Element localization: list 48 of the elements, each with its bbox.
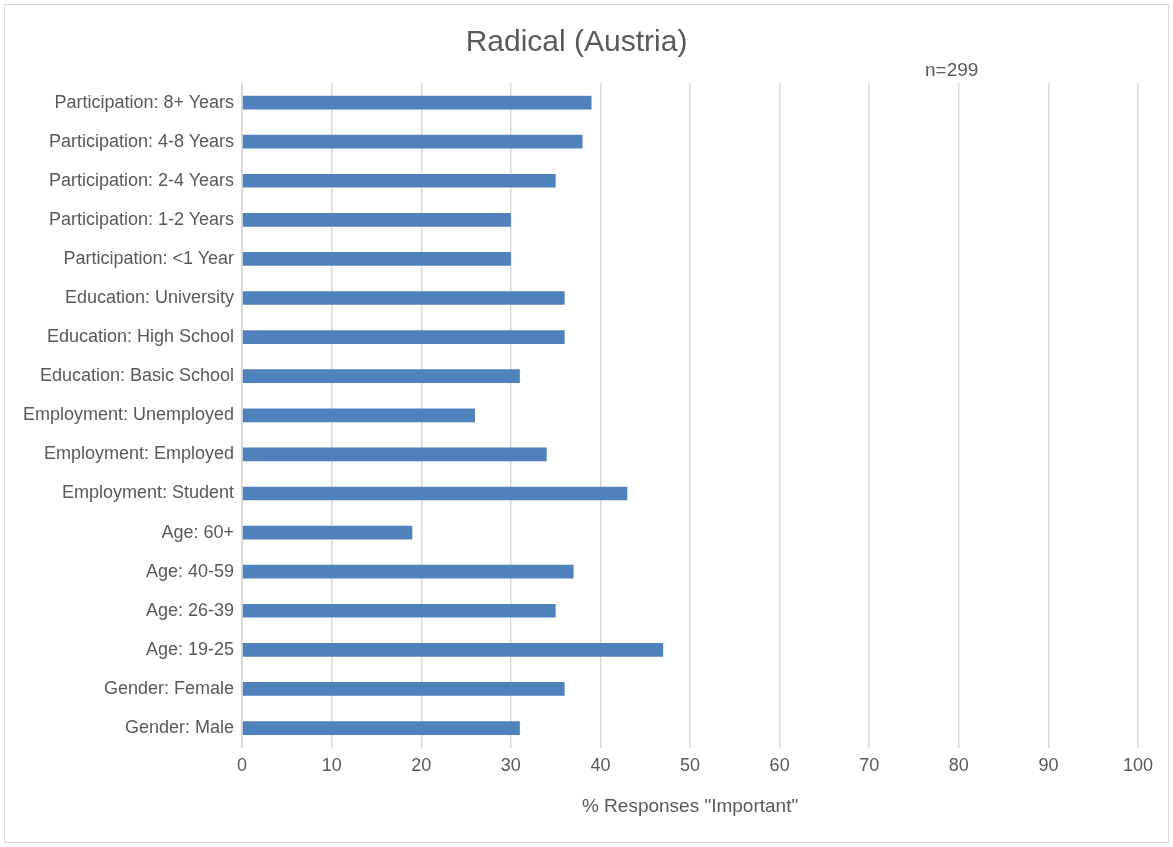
- bar: [242, 721, 520, 735]
- x-tick-label: 90: [1038, 755, 1059, 776]
- bar: [242, 486, 628, 501]
- x-tick-label: 50: [680, 755, 701, 776]
- bar: [242, 643, 664, 657]
- bar: [242, 564, 574, 579]
- bar: [242, 408, 476, 423]
- x-tick-label: 10: [321, 755, 342, 776]
- y-tick-label: Participation: 1-2 Years: [48, 208, 235, 229]
- y-tick-label: Participation: 8+ Years: [54, 91, 235, 112]
- x-axis-title: % Responses "Important": [581, 794, 799, 816]
- x-tick-label: 30: [500, 755, 521, 776]
- bar: [242, 291, 565, 305]
- x-tick-label: 20: [411, 755, 432, 776]
- y-tick-label: Gender: Female: [104, 677, 235, 698]
- y-tick-label: Employment: Student: [62, 482, 235, 503]
- y-tick-label: Education: University: [65, 286, 235, 307]
- x-tick-label: 80: [948, 755, 969, 776]
- y-tick-label: Participation: 4-8 Years: [48, 130, 235, 151]
- x-tick-label: 60: [769, 755, 790, 776]
- x-tick-label: 70: [859, 755, 880, 776]
- bar: [242, 212, 511, 227]
- y-tick-label: Participation: <1 Year: [63, 247, 235, 268]
- bar: [242, 369, 520, 384]
- chart-title: Radical (Austria): [465, 24, 688, 58]
- y-tick-label: Education: Basic School: [39, 365, 235, 386]
- y-tick-label: Age: 40-59: [146, 560, 235, 581]
- y-tick-label: Education: High School: [46, 326, 235, 347]
- bar: [242, 682, 565, 696]
- y-tick-label: Age: 60+: [161, 521, 235, 542]
- y-tick-label: Participation: 2-4 Years: [48, 169, 235, 190]
- bar: [242, 525, 413, 540]
- bar: [242, 173, 556, 188]
- x-tick-label: 40: [590, 755, 611, 776]
- bar: [242, 134, 583, 149]
- x-tick-label: 0: [237, 755, 248, 776]
- bar: [242, 95, 592, 110]
- y-tick-label: Age: 26-39: [146, 599, 235, 620]
- y-tick-label: Employment: Employed: [44, 443, 235, 464]
- bar: [242, 330, 565, 344]
- bar: [242, 252, 511, 266]
- y-tick-label: Gender: Male: [125, 717, 235, 738]
- y-tick-label: Age: 19-25: [146, 638, 235, 659]
- x-tick-label: 100: [1122, 755, 1154, 776]
- bar: [242, 603, 556, 618]
- bar: [242, 447, 547, 462]
- text: n=299: [925, 59, 979, 81]
- y-tick-label: Employment: Unemployed: [22, 404, 235, 425]
